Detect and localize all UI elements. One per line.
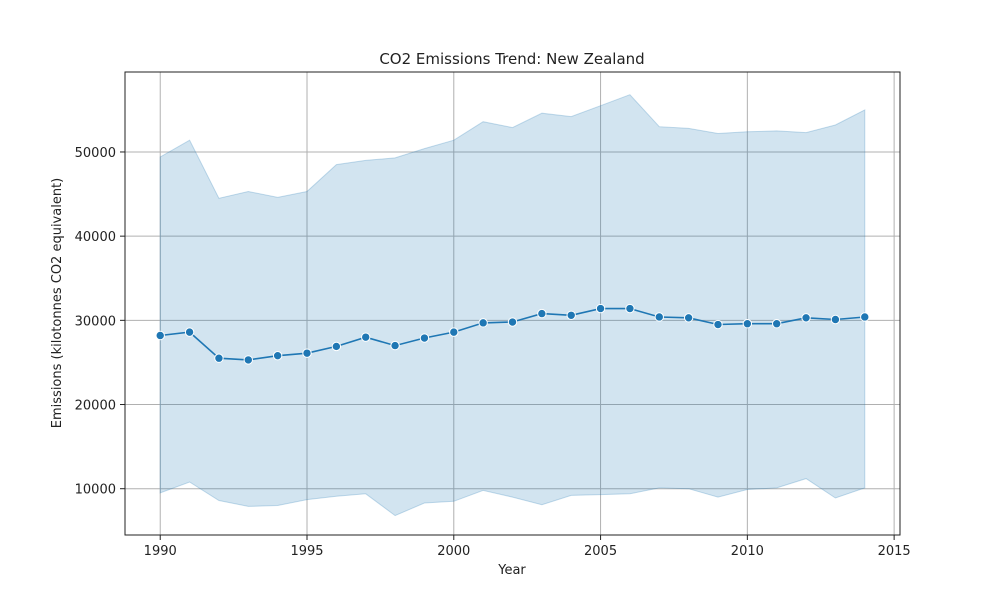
- y-axis-label: Emissions (kilotonnes CO2 equivalent): [50, 178, 65, 428]
- data-point: [390, 340, 400, 351]
- y-tick-label: 10000: [75, 483, 116, 498]
- data-point: [331, 341, 342, 352]
- x-tick-label: 2015: [878, 544, 911, 559]
- data-point: [478, 318, 488, 328]
- data-point: [361, 332, 371, 342]
- data-point: [302, 348, 312, 358]
- data-point: [860, 312, 870, 322]
- data-point: [713, 319, 723, 330]
- y-tick-label: 50000: [75, 146, 116, 161]
- data-point: [625, 303, 635, 314]
- x-tick-label: 2005: [584, 544, 617, 559]
- plot-frame: [124, 71, 901, 536]
- data-point: [214, 353, 224, 363]
- x-axis-ticks: 1990 1995 2000 2005 2010 2015: [144, 535, 911, 559]
- confidence-band-layer: [159, 94, 866, 517]
- x-tick-label: 1990: [144, 544, 177, 559]
- data-point: [830, 314, 841, 325]
- data-point: [419, 333, 430, 343]
- data-point: [537, 308, 547, 319]
- y-tick-label: 20000: [75, 399, 116, 414]
- y-tick-label: 30000: [75, 314, 116, 329]
- x-axis-label: Year: [497, 563, 526, 578]
- data-point: [654, 312, 664, 322]
- x-tick-label: 2000: [437, 544, 470, 559]
- data-point: [801, 313, 811, 323]
- data-points-layer: [155, 303, 870, 365]
- data-point: [595, 303, 606, 314]
- chart-title: CO2 Emissions Trend: New Zealand: [379, 50, 644, 68]
- x-tick-label: 1995: [290, 544, 323, 559]
- y-axis-ticks: 10000 20000 30000 40000 50000: [75, 146, 125, 498]
- data-point: [772, 319, 782, 329]
- data-point: [243, 355, 253, 365]
- y-tick-label: 40000: [75, 230, 116, 245]
- data-point: [272, 350, 283, 361]
- data-point: [683, 313, 694, 323]
- data-point: [449, 327, 459, 337]
- data-point: [507, 317, 518, 327]
- data-point: [155, 330, 165, 341]
- confidence-band: [159, 94, 866, 517]
- data-point: [566, 310, 576, 320]
- data-point: [742, 319, 753, 329]
- data-point: [184, 327, 195, 337]
- x-tick-label: 2010: [731, 544, 764, 559]
